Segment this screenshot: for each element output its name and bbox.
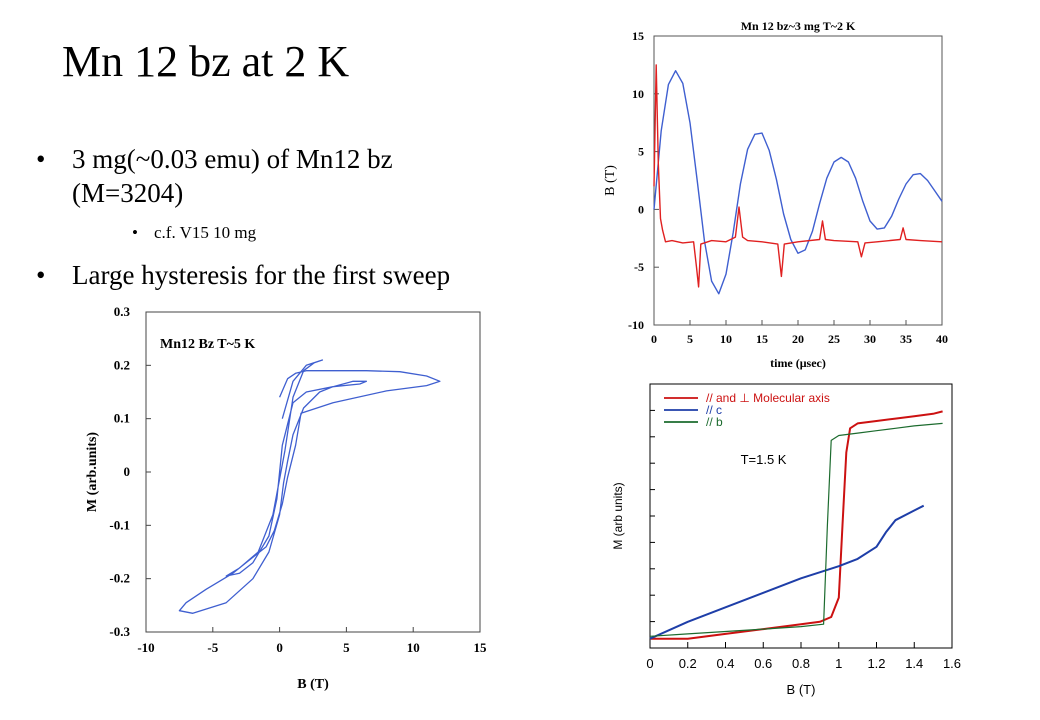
y-tick-label: -5 xyxy=(634,260,644,274)
series-line-2 xyxy=(649,422,943,637)
legend-label: // and ⊥ Molecular axis xyxy=(706,391,830,405)
y-tick-label: -0.3 xyxy=(109,624,130,639)
y-axis-label: B (T) xyxy=(603,165,618,196)
y-tick-label: 0.3 xyxy=(114,304,131,319)
y-tick-label: 0 xyxy=(638,202,644,216)
x-tick-label: 1 xyxy=(835,656,842,671)
y-axis-label: M (arb units) xyxy=(611,482,625,549)
bullet-dot-icon: • xyxy=(132,223,138,242)
hysteresis-chart: -10 -5 0 5 10 15 -0.3 -0.2 -0.1 0 0.1 0.2 0.3 Mn12 Bz… xyxy=(85,304,488,692)
series-line-0 xyxy=(178,359,441,614)
bullet-text-line1: 3 mg(~0.03 emu) of Mn12 bz xyxy=(72,144,393,174)
x-tick-label: 1.4 xyxy=(905,656,923,671)
y-tick-label: 0.2 xyxy=(114,357,130,372)
x-tick-label: 15 xyxy=(756,332,768,346)
sub-bullet-text: c.f. V15 10 mg xyxy=(154,223,257,242)
bullet-dot-icon: • xyxy=(36,260,46,290)
x-tick-label: -10 xyxy=(137,640,154,655)
y-tick-label: 0 xyxy=(124,464,131,479)
y-tick-label: 15 xyxy=(632,29,644,43)
x-axis-label: time (μsec) xyxy=(770,356,826,370)
chart-background xyxy=(592,14,970,370)
x-tick-label: 30 xyxy=(864,332,876,346)
x-tick-label: 35 xyxy=(900,332,912,346)
x-tick-label: 0 xyxy=(276,640,283,655)
slide-title: Mn 12 bz at 2 K xyxy=(62,37,350,86)
plot-frame xyxy=(145,311,481,633)
x-tick-label: 5 xyxy=(687,332,693,346)
x-tick-label: 0.4 xyxy=(716,656,734,671)
x-tick-label: 0 xyxy=(651,332,657,346)
x-axis-label: B (T) xyxy=(297,677,329,692)
legend-label: // b xyxy=(706,415,723,429)
x-tick-label: 0.8 xyxy=(792,656,810,671)
y-tick-label: -0.2 xyxy=(109,571,130,586)
x-tick-label: 10 xyxy=(407,640,420,655)
y-tick-label: -10 xyxy=(628,318,644,332)
bullet-dot-icon: • xyxy=(36,144,46,174)
x-axis-label: B (T) xyxy=(787,682,816,697)
bullet-text: Large hysteresis for the first sweep xyxy=(72,260,451,290)
y-tick-label: 10 xyxy=(632,87,644,101)
y-tick-label: 5 xyxy=(638,145,644,159)
chart-title: Mn 12 bz~3 mg T~2 K xyxy=(741,19,856,33)
bullet-list: • 3 mg(~0.03 emu) of Mn12 bz (M=3204) • … xyxy=(36,142,556,304)
x-tick-label: 0.6 xyxy=(754,656,772,671)
bullet-text-line2: (M=3204) xyxy=(72,178,184,208)
chart-title: Mn12 Bz T~5 K xyxy=(160,337,255,352)
x-tick-label: 0 xyxy=(646,656,653,671)
x-tick-label: -5 xyxy=(207,640,218,655)
x-tick-label: 25 xyxy=(828,332,840,346)
y-tick-label: 0.1 xyxy=(114,411,130,426)
magnetization-chart: 0 0.2 0.4 0.6 0.8 1 1.2 1.4 1.6 B (T) M (arb units… xyxy=(611,383,961,697)
bullet-item: • Large hysteresis for the first sweep xyxy=(36,258,556,292)
x-tick-label: 1.6 xyxy=(943,656,961,671)
series-line-0 xyxy=(650,410,943,640)
x-tick-label: 15 xyxy=(474,640,488,655)
field-pulse-chart: 0 5 10 15 20 25 30 35 40 -10 -5 0 5 10 15 Mn 12 bz~3 mg… xyxy=(592,14,970,370)
annotation-label: T=1.5 K xyxy=(741,452,787,467)
x-tick-label: 40 xyxy=(936,332,948,346)
x-tick-label: 1.2 xyxy=(867,656,885,671)
series-line-1 xyxy=(649,504,925,640)
legend-label: // c xyxy=(706,403,722,417)
x-tick-label: 10 xyxy=(720,332,732,346)
bullet-item: • 3 mg(~0.03 emu) of Mn12 bz (M=3204) xyxy=(36,142,556,210)
series-line-0 xyxy=(653,70,943,295)
x-tick-label: 0.2 xyxy=(679,656,697,671)
series-line-1 xyxy=(653,64,943,288)
x-tick-label: 5 xyxy=(343,640,350,655)
x-tick-label: 20 xyxy=(792,332,804,346)
plot-frame xyxy=(649,383,953,649)
sub-bullet-item: • c.f. V15 10 mg xyxy=(36,222,556,244)
y-tick-label: -0.1 xyxy=(109,517,130,532)
y-axis-label: M (arb.units) xyxy=(85,432,100,512)
